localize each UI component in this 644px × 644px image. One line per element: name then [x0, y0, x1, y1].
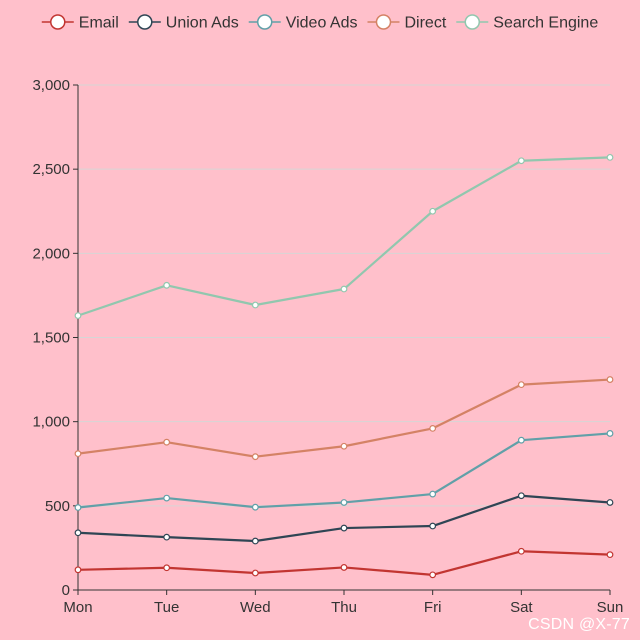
- y-tick-label: 2,500: [32, 161, 70, 178]
- data-point[interactable]: [429, 522, 437, 530]
- legend-item-video-ads[interactable]: Video Ads: [248, 14, 358, 32]
- data-point[interactable]: [251, 453, 259, 461]
- x-tick-label: Sun: [597, 599, 624, 616]
- data-point[interactable]: [429, 207, 437, 215]
- series-video-ads: [74, 430, 614, 511]
- legend-circle-icon: [464, 14, 481, 30]
- legend-label: Email: [79, 15, 119, 32]
- legend-circle-icon: [256, 14, 273, 30]
- y-tick-label: 500: [45, 498, 70, 515]
- data-point[interactable]: [74, 504, 82, 511]
- data-point[interactable]: [251, 503, 259, 511]
- data-point[interactable]: [517, 492, 525, 500]
- data-point[interactable]: [340, 564, 348, 571]
- data-point[interactable]: [74, 450, 82, 458]
- data-point[interactable]: [163, 281, 171, 289]
- legend-label: Video Ads: [286, 15, 358, 32]
- y-tick-label: 2,000: [32, 245, 70, 262]
- data-point[interactable]: [163, 438, 171, 446]
- data-point[interactable]: [251, 569, 259, 577]
- data-point[interactable]: [340, 442, 348, 450]
- data-point[interactable]: [517, 157, 525, 165]
- data-point[interactable]: [429, 425, 437, 432]
- data-point[interactable]: [606, 551, 614, 559]
- legend-circle-icon: [50, 14, 66, 30]
- legend-item-search-engine[interactable]: Search Engine: [456, 14, 598, 32]
- data-point[interactable]: [606, 376, 614, 383]
- legend-circle-icon: [375, 14, 392, 30]
- y-tick-label: 0: [62, 582, 70, 599]
- data-point[interactable]: [340, 285, 348, 293]
- data-point[interactable]: [74, 312, 82, 320]
- x-tick-label: Sat: [510, 599, 533, 616]
- data-point[interactable]: [163, 533, 171, 541]
- legend-circle-icon: [137, 14, 153, 30]
- data-point[interactable]: [517, 436, 525, 444]
- watermark: CSDN @X-77: [528, 616, 630, 633]
- x-tick-label: Tue: [154, 599, 179, 616]
- series-group: [74, 153, 614, 579]
- grid-lines: [78, 84, 610, 507]
- data-point[interactable]: [340, 499, 348, 506]
- data-point[interactable]: [606, 499, 614, 506]
- legend[interactable]: Email Union Ads Video Ads Direct Search Engi…: [41, 14, 599, 32]
- data-point[interactable]: [163, 494, 171, 502]
- data-point[interactable]: [517, 381, 525, 389]
- data-point[interactable]: [517, 547, 525, 555]
- data-point[interactable]: [163, 564, 171, 572]
- series-direct: [74, 376, 614, 461]
- series-union-ads: [74, 492, 614, 545]
- data-point[interactable]: [429, 490, 437, 498]
- series-line-email: [77, 550, 611, 576]
- data-point[interactable]: [606, 153, 614, 161]
- legend-item-union-ads[interactable]: Union Ads: [128, 14, 239, 32]
- data-point[interactable]: [251, 301, 259, 309]
- legend-label: Search Engine: [493, 15, 598, 32]
- data-point[interactable]: [606, 430, 614, 437]
- x-tick-label: Fri: [424, 599, 442, 616]
- x-tick-label: Mon: [63, 599, 92, 616]
- series-search-engine: [74, 153, 614, 320]
- data-point[interactable]: [74, 566, 82, 574]
- data-point[interactable]: [429, 571, 437, 579]
- x-tick-label: Thu: [331, 599, 357, 616]
- legend-label: Union Ads: [166, 15, 239, 32]
- axes: 0 500 1,000 1,500 2,000 2,500 3,000 Mon Tue Wed Th…: [32, 77, 623, 616]
- legend-item-email[interactable]: Email: [41, 14, 119, 32]
- y-tick-label: 1,500: [32, 330, 70, 347]
- legend-item-direct[interactable]: Direct: [367, 14, 447, 32]
- data-point[interactable]: [340, 524, 348, 532]
- data-point[interactable]: [74, 529, 82, 537]
- series-email: [74, 547, 614, 579]
- data-point[interactable]: [251, 537, 259, 545]
- legend-label: Direct: [404, 15, 446, 32]
- y-tick-label: 1,000: [32, 414, 70, 431]
- x-tick-label: Wed: [240, 599, 271, 616]
- y-tick-label: 3,000: [32, 77, 70, 94]
